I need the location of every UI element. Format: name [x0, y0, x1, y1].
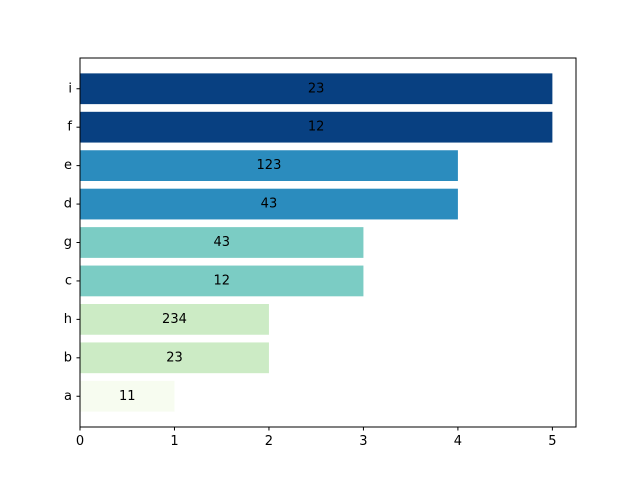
bar-label-d: 43: [261, 197, 278, 212]
bars-group: [80, 73, 553, 412]
bar-label-h: 234: [162, 312, 187, 327]
bar-label-c: 12: [213, 273, 230, 288]
y-tick-label-i: i: [68, 81, 72, 96]
y-tick-label-g: g: [64, 235, 72, 250]
bar-f: [80, 111, 553, 143]
y-tick-label-d: d: [64, 197, 72, 212]
bar-label-b: 23: [166, 350, 183, 365]
y-tick-label-b: b: [64, 350, 72, 365]
bar-label-e: 123: [257, 158, 282, 173]
y-tick-label-c: c: [65, 273, 72, 288]
y-axis: a b h c g d e f i: [64, 81, 80, 404]
bar-label-i: 23: [308, 81, 325, 96]
y-tick-label-e: e: [64, 158, 72, 173]
bar-e: [80, 150, 458, 181]
x-tick-label-3: 3: [359, 434, 367, 449]
bar-c: [80, 265, 364, 297]
bar-i: [80, 73, 553, 105]
bar-b: [80, 342, 269, 374]
y-tick-label-h: h: [64, 312, 72, 327]
bar-g: [80, 227, 364, 258]
bar-d: [80, 188, 458, 220]
bar-h: [80, 304, 269, 335]
x-tick-label-1: 1: [170, 434, 178, 449]
x-tick-label-2: 2: [265, 434, 273, 449]
bar-a: [80, 380, 175, 412]
x-tick-label-4: 4: [454, 434, 462, 449]
x-axis: 0 1 2 3 4 5: [76, 427, 557, 449]
bar-label-g: 43: [213, 235, 230, 250]
y-tick-label-a: a: [64, 389, 72, 404]
bar-labels-group: 11 23 234 12 43 43 123 12 23: [119, 81, 324, 404]
y-tick-label-f: f: [67, 120, 72, 135]
bar-label-f: 12: [308, 120, 325, 135]
bar-label-a: 11: [119, 389, 136, 404]
x-tick-label-0: 0: [76, 434, 84, 449]
x-tick-label-5: 5: [548, 434, 556, 449]
